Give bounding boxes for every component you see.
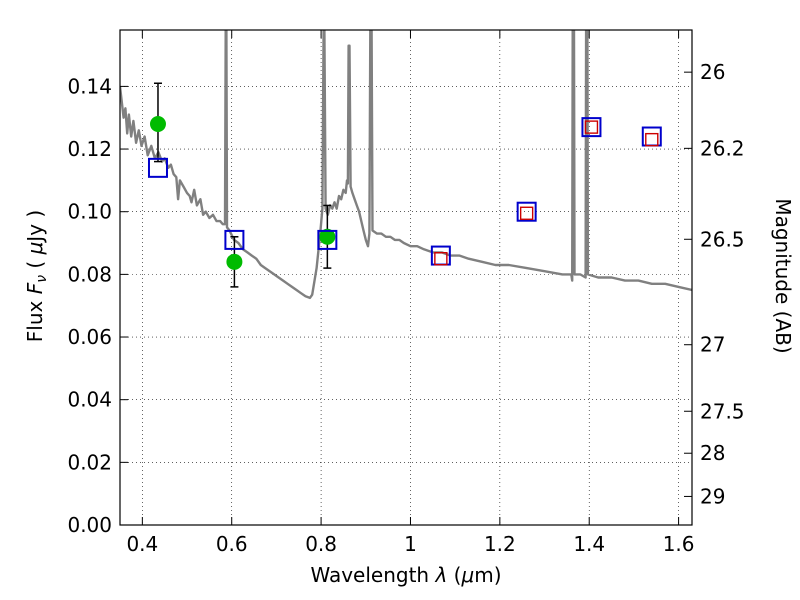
mag-tick-label: 29: [700, 484, 725, 508]
model-flux-square-inner: [584, 120, 599, 134]
mag-tick-label: 27.5: [700, 399, 745, 423]
model-flux-square: [317, 229, 338, 250]
mag-tick-label: 27: [700, 333, 725, 357]
y-axis-label: Flux Fν ( μJy ): [23, 210, 50, 342]
x-tick-label: 1: [404, 532, 417, 556]
x-tick-label: 1.6: [663, 532, 695, 556]
y-tick-label: 0.14: [67, 74, 112, 98]
model-flux-square: [581, 117, 602, 138]
mag-tick-label: 26.2: [700, 136, 745, 160]
y-tick-label: 0.04: [67, 388, 112, 412]
x-tick-label: 1.2: [484, 532, 516, 556]
plot-frame: [119, 29, 693, 526]
model-flux-square-inner: [519, 206, 534, 220]
x-tick-label: 0.6: [216, 532, 248, 556]
model-flux-square: [224, 229, 245, 250]
x-tick-label: 1.4: [573, 532, 605, 556]
observed-flux-point: [226, 253, 243, 270]
model-flux-square-inner: [434, 252, 448, 266]
model-spectrum-line: [120, 30, 692, 300]
y-tick-label: 0.08: [67, 262, 112, 286]
y-tick-label: 0.10: [67, 200, 112, 224]
mag-tick-label: 28: [700, 441, 725, 465]
model-flux-square: [147, 157, 168, 178]
x-axis-label: Wavelength λ (μm): [310, 563, 501, 587]
y-tick-label: 0.02: [67, 450, 112, 474]
observed-flux-point: [149, 115, 166, 132]
mag-tick-label: 26: [700, 60, 725, 84]
mag-tick-label: 26.5: [700, 227, 745, 251]
model-flux-square-inner: [645, 132, 659, 147]
observed-flux-point: [319, 228, 336, 245]
model-spectrum-group: [120, 30, 692, 300]
axis-ticks: 0.4 0.6 0.8 1 1.2 1.4 1.6 0.00 0.02 0.04 0.06 0.08 0…: [67, 30, 745, 556]
y2-axis-label: Magnitude (AB): [771, 198, 795, 353]
photometry-group: [147, 82, 662, 288]
y-tick-label: 0.06: [67, 325, 112, 349]
x-tick-label: 0.4: [126, 532, 158, 556]
y-tick-label: 0.12: [67, 137, 112, 161]
model-flux-square: [516, 201, 537, 222]
y-tick-label: 0.00: [67, 513, 112, 537]
x-tick-label: 0.8: [305, 532, 337, 556]
